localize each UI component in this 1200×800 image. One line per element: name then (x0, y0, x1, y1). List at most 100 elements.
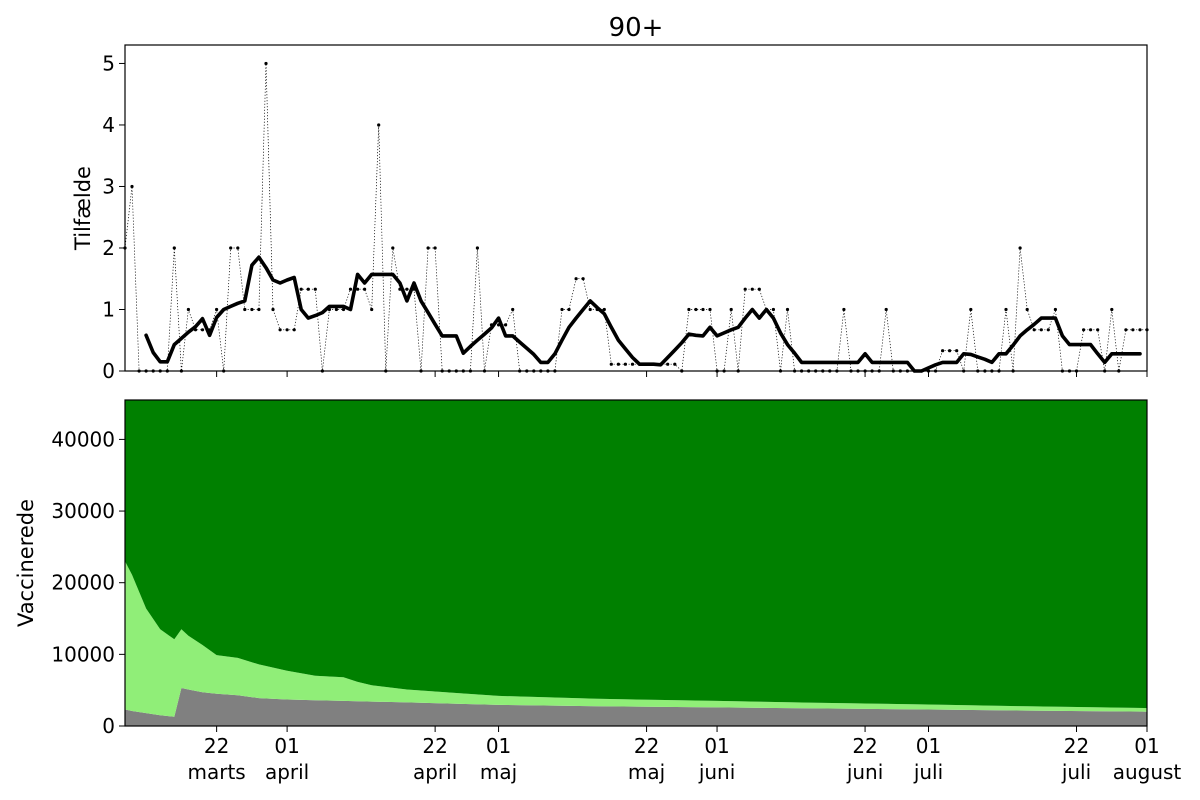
y-tick-label: 2 (102, 236, 115, 260)
cases-y-axis: 0 1 2 3 4 5 (102, 51, 125, 383)
y-tick-label: 5 (102, 51, 115, 75)
daily-cases-point (348, 287, 353, 291)
daily-cases-point (581, 277, 585, 281)
x-tick-month-label: juli (1061, 760, 1091, 784)
daily-cases-point (285, 328, 289, 332)
daily-cases-point (616, 362, 621, 366)
rolling-average-line (144, 255, 1142, 373)
daily-cases-point (264, 61, 268, 66)
x-tick-month-label: juni (698, 760, 735, 784)
daily-cases-point (313, 287, 317, 291)
daily-cases-point (602, 307, 606, 312)
daily-cases-point (215, 307, 219, 312)
cases-x-ticks (216, 371, 1148, 377)
daily-cases-point (200, 328, 205, 332)
x-tick-month-label: maj (628, 760, 665, 784)
vaccine-plot (125, 400, 1147, 726)
daily-cases-point (377, 123, 381, 127)
daily-cases-point (172, 246, 176, 250)
cases-plot (123, 61, 1149, 373)
daily-cases-point (299, 287, 303, 291)
daily-cases-point (306, 287, 310, 291)
daily-cases-point (236, 246, 240, 250)
daily-cases-point (1096, 328, 1100, 332)
daily-cases-point (511, 307, 515, 312)
daily-cases-point (334, 307, 338, 312)
daily-cases-point (370, 307, 374, 312)
x-tick-month-label: marts (188, 760, 246, 784)
daily-cases-point (771, 307, 776, 312)
daily-cases-point (630, 362, 635, 366)
chart-title: 90+ (609, 13, 664, 43)
y-tick-label: 1 (102, 297, 115, 321)
cases-axes-frame (124, 44, 1148, 372)
daily-cases-point (243, 307, 247, 312)
daily-cases-point (186, 307, 190, 312)
daily-cases-point (884, 307, 888, 312)
daily-cases-point (842, 307, 846, 312)
daily-cases-point (130, 184, 134, 189)
daily-cases-point (588, 307, 592, 312)
daily-cases-point (1124, 328, 1128, 332)
daily-cases-point (757, 287, 761, 291)
x-tick-day-label: 01 (916, 734, 941, 758)
daily-cases-point (623, 362, 628, 366)
vaccine-y-axis-label: Vaccinerede (14, 499, 38, 627)
unvaccinated-area (125, 688, 1147, 726)
daily-cases-point (1053, 307, 1057, 312)
y-tick-label: 30000 (51, 499, 115, 523)
daily-cases-point (1004, 307, 1008, 312)
daily-cases-point (560, 307, 564, 312)
vaccine-y-axis: 0 10000 20000 30000 40000 (51, 427, 125, 738)
x-tick-day-label: 01 (486, 734, 511, 758)
y-tick-label: 10000 (51, 642, 115, 666)
daily-cases-point (391, 246, 395, 250)
y-tick-label: 3 (102, 174, 115, 198)
x-tick-day-label: 22 (204, 734, 229, 758)
y-tick-label: 20000 (51, 571, 115, 595)
daily-cases-point (955, 349, 959, 353)
daily-cases-point (574, 277, 578, 281)
x-tick-day-label: 01 (1134, 734, 1159, 758)
x-tick-month-label: april (413, 760, 457, 784)
daily-cases-point (1032, 328, 1036, 332)
cases-y-axis-label: Tilfælde (71, 166, 95, 251)
x-tick-day-label: 01 (274, 734, 299, 758)
y-tick-label: 40000 (51, 427, 115, 451)
daily-cases-point (701, 307, 705, 312)
daily-cases-point (250, 307, 254, 312)
daily-cases-point (363, 287, 367, 291)
daily-cases-point (1131, 328, 1135, 332)
daily-cases-point (969, 307, 973, 312)
daily-cases-point (292, 328, 296, 332)
daily-cases-point (743, 287, 747, 291)
vaccine-axes-frame (124, 399, 1148, 727)
x-tick-day-label: 22 (1064, 734, 1089, 758)
daily-cases-point (666, 362, 670, 366)
daily-cases-point (1110, 307, 1114, 312)
daily-cases-point (1025, 307, 1029, 312)
y-tick-label: 0 (102, 714, 115, 738)
daily-cases-point (694, 307, 698, 312)
daily-cases-point (433, 246, 437, 250)
daily-cases-point (1046, 328, 1050, 332)
y-tick-label: 0 (102, 359, 115, 383)
x-tick-month-label: maj (480, 760, 517, 784)
x-tick-day-label: 22 (852, 734, 877, 758)
x-tick-month-label: juni (846, 760, 883, 784)
daily-cases-point (673, 362, 677, 366)
y-tick-label: 4 (102, 113, 115, 137)
daily-cases-point (1089, 328, 1093, 332)
x-tick-day-label: 01 (704, 734, 729, 758)
daily-cases-point (785, 307, 790, 312)
daily-cases-point (567, 307, 571, 312)
vaccine-x-axis: 22marts01april22april01maj22maj01juni22j… (188, 726, 1181, 784)
x-tick-day-label: 22 (634, 734, 659, 758)
x-tick-day-label: 22 (422, 734, 447, 758)
daily-cases-point (504, 323, 508, 327)
daily-cases-point (609, 362, 613, 366)
daily-cases-point (750, 287, 754, 291)
fully-vaccinated-area (125, 400, 1147, 709)
daily-cases-point (356, 287, 360, 291)
